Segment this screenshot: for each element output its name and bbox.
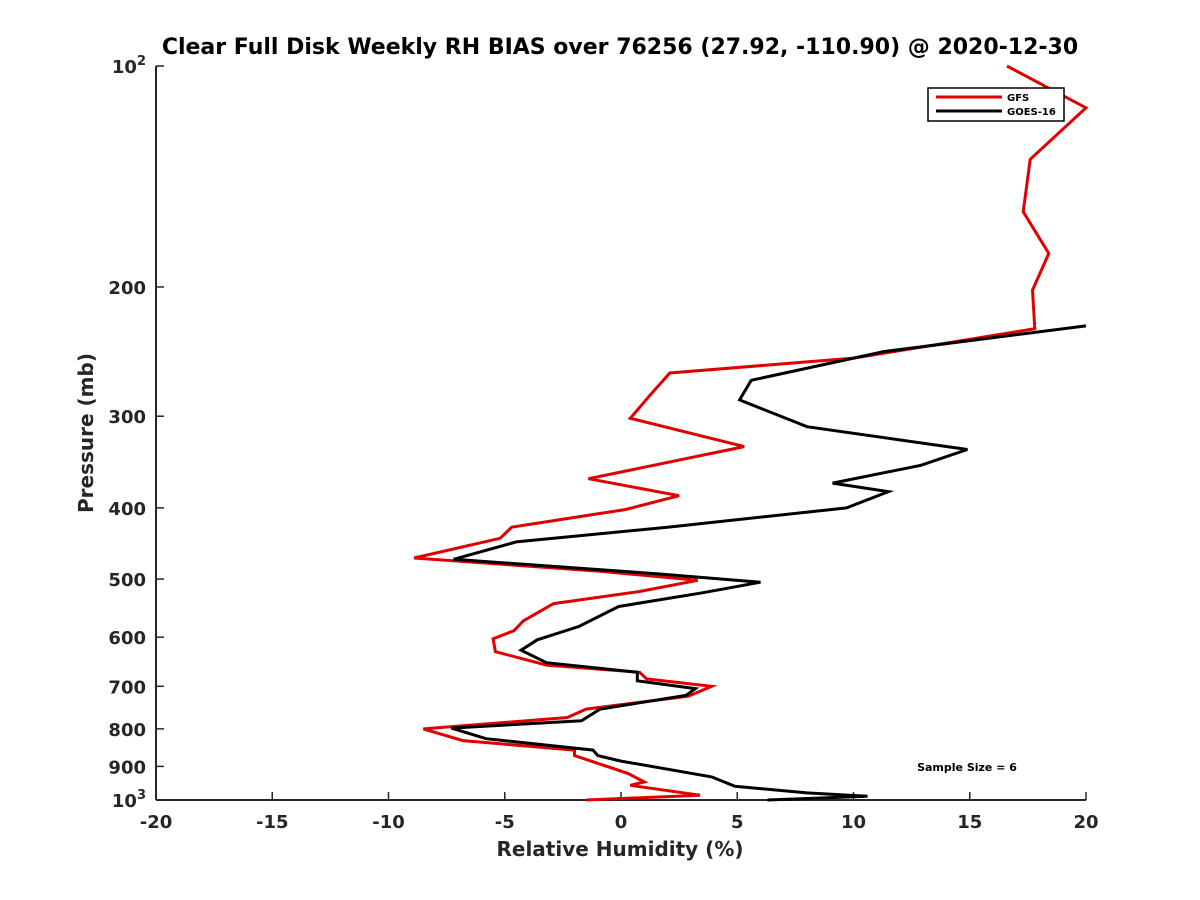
series-line-gfs bbox=[413, 64, 1089, 802]
x-tick-label: -10 bbox=[372, 812, 405, 833]
y-tick-exponent: 3 bbox=[137, 788, 146, 803]
y-axis-label: Pressure (mb) bbox=[74, 353, 98, 513]
plot-axes bbox=[155, 66, 1086, 801]
y-tick-base: 10 bbox=[112, 791, 137, 812]
x-tick-label: -5 bbox=[495, 812, 515, 833]
x-tick-label: -20 bbox=[140, 812, 173, 833]
y-tick-label: 102 bbox=[112, 54, 146, 78]
y-tick-label: 300 bbox=[108, 407, 146, 428]
x-tick-label: 20 bbox=[1073, 812, 1098, 833]
y-tick-label: 900 bbox=[108, 757, 146, 778]
legend: GFS GOES-16 bbox=[927, 87, 1065, 122]
x-tick-label: -15 bbox=[256, 812, 289, 833]
legend-box bbox=[927, 87, 1065, 122]
legend-entry-label: GFS bbox=[1007, 93, 1029, 104]
x-tick-label: 0 bbox=[615, 812, 628, 833]
y-tick-label: 800 bbox=[108, 720, 146, 741]
y-tick-base: 10 bbox=[112, 57, 137, 78]
series-line-goes-16 bbox=[450, 324, 1087, 802]
chart-title: Clear Full Disk Weekly RH BIAS over 7625… bbox=[162, 35, 1078, 60]
sample-size-annotation: Sample Size = 6 bbox=[917, 761, 1017, 774]
y-tick-exponent: 2 bbox=[137, 54, 146, 69]
y-tick-label: 200 bbox=[108, 278, 146, 299]
x-ticks: -20 -15 -10 -5 0 5 10 15 20 bbox=[140, 792, 1099, 833]
y-tick-label: 103 bbox=[112, 788, 146, 812]
series-lines bbox=[413, 64, 1089, 802]
y-tick-label: 700 bbox=[108, 677, 146, 698]
x-tick-label: 10 bbox=[841, 812, 866, 833]
x-tick-label: 5 bbox=[731, 812, 744, 833]
x-tick-label: 15 bbox=[957, 812, 982, 833]
x-axis-label: Relative Humidity (%) bbox=[496, 837, 743, 861]
y-tick-label: 500 bbox=[108, 570, 146, 591]
legend-entry-label: GOES-16 bbox=[1007, 107, 1056, 118]
y-tick-label: 400 bbox=[108, 499, 146, 520]
y-tick-label: 600 bbox=[108, 628, 146, 649]
